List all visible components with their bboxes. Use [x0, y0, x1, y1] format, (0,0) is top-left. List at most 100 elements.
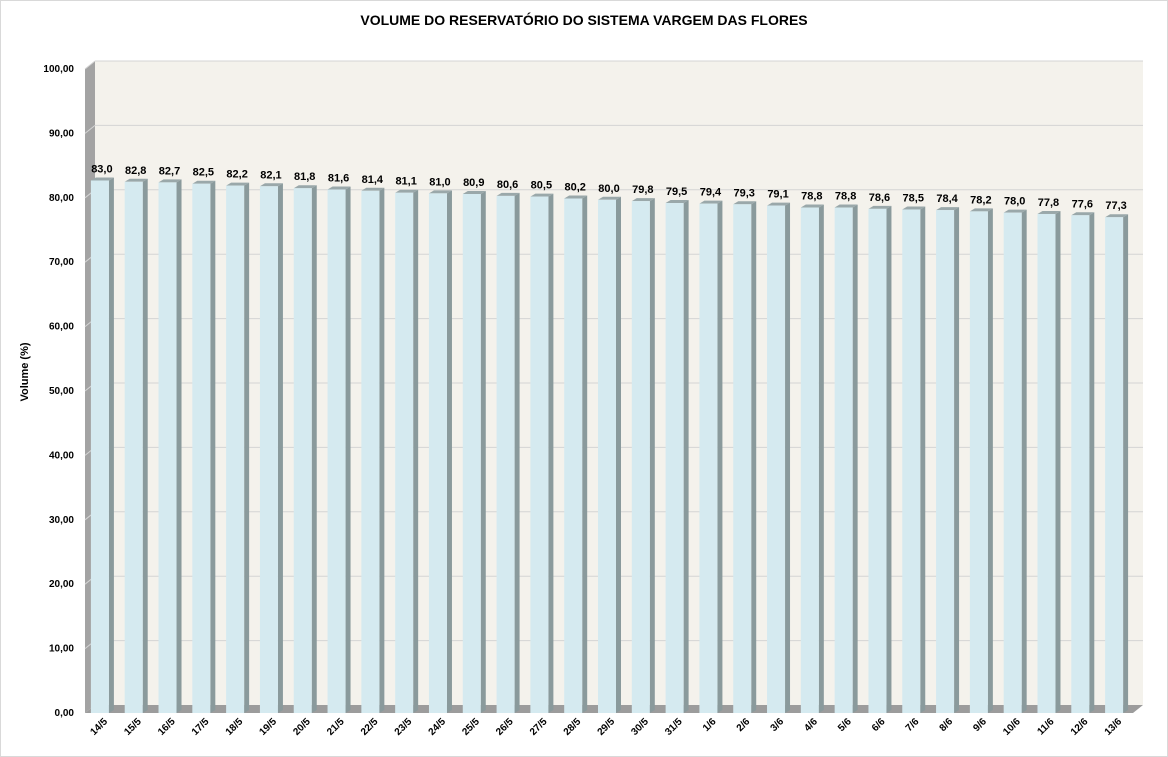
bar-top: [834, 204, 858, 208]
bar: [969, 208, 993, 713]
gridline-side: [84, 125, 96, 134]
bar-side: [886, 205, 892, 714]
bar-front: [1105, 217, 1124, 714]
x-tick-label: 13/6: [1103, 716, 1125, 738]
bar: [699, 200, 723, 713]
bar-side: [142, 178, 148, 713]
bar-top: [192, 180, 216, 184]
x-tick-label: 9/6: [971, 716, 989, 734]
data-label: 80,2: [564, 182, 585, 194]
bar: [293, 185, 317, 713]
bar-top: [395, 189, 419, 193]
data-label: 83,0: [91, 163, 112, 175]
y-axis-ticks: 0,00 10,00 20,00 30,00 40,00 50,00 60,00 70,00 8…: [43, 64, 74, 719]
x-tick-label: 15/5: [122, 716, 144, 738]
bar: [361, 187, 385, 713]
x-tick-label: 1/6: [701, 716, 719, 734]
bar: [767, 202, 791, 713]
bar-side: [852, 204, 858, 713]
bar: [259, 183, 283, 713]
y-tick-label: 0,00: [55, 708, 75, 719]
data-label: 78,8: [835, 191, 856, 203]
x-tick-label: 22/5: [359, 716, 381, 738]
bar-side: [210, 180, 216, 713]
bar-top: [936, 207, 960, 211]
x-tick-label: 24/5: [427, 716, 449, 738]
bar: [226, 182, 250, 713]
bar: [395, 189, 419, 713]
x-tick-label: 11/6: [1035, 716, 1056, 737]
data-label: 79,5: [666, 186, 687, 198]
y-tick-label: 30,00: [49, 515, 74, 526]
x-tick-label: 23/5: [393, 716, 415, 738]
bar-top: [969, 208, 993, 212]
bar-top: [1105, 214, 1129, 218]
data-label: 80,5: [531, 180, 552, 192]
bar: [1105, 214, 1129, 714]
bars: [90, 177, 1129, 714]
data-label: 78,0: [1004, 196, 1025, 208]
bar-front: [834, 207, 853, 713]
data-label: 81,0: [429, 176, 450, 188]
data-label: 82,1: [260, 169, 281, 181]
y-tick-label: 60,00: [49, 322, 74, 333]
data-label: 77,8: [1038, 197, 1059, 209]
gridline-side: [84, 60, 96, 70]
bar: [1003, 209, 1027, 713]
data-label: 80,9: [463, 177, 484, 189]
bar-side: [379, 187, 385, 713]
bar-side: [751, 201, 757, 714]
bar: [902, 206, 926, 713]
bar-side: [480, 191, 486, 713]
x-tick-label: 17/5: [190, 716, 212, 738]
x-tick-label: 16/5: [156, 716, 178, 738]
bar-side: [345, 186, 351, 714]
bar-front: [1003, 212, 1022, 713]
data-label: 82,8: [125, 165, 146, 177]
bar-side: [277, 183, 283, 713]
bar-front: [428, 193, 447, 714]
bar-top: [598, 196, 621, 200]
data-label: 81,6: [328, 172, 349, 184]
bar: [530, 193, 554, 713]
data-label: 80,6: [497, 179, 518, 191]
bar-front: [936, 210, 955, 713]
bar-side: [244, 182, 250, 713]
bar-side: [176, 179, 182, 714]
bar-front: [969, 211, 988, 713]
data-label: 80,0: [598, 183, 619, 195]
data-label: 79,8: [632, 184, 653, 196]
bar: [665, 200, 689, 713]
x-tick-label: 27/5: [528, 716, 550, 738]
bar: [564, 195, 588, 714]
x-tick-label: 8/6: [938, 716, 956, 734]
bar-side: [649, 198, 655, 713]
bar: [192, 180, 216, 713]
data-label: 81,4: [362, 174, 384, 186]
bar-front: [124, 181, 143, 713]
x-tick-label: 4/6: [802, 716, 820, 734]
bar-top: [293, 185, 317, 189]
bar-front: [733, 204, 752, 714]
bar-front: [293, 188, 312, 713]
x-tick-label: 18/5: [224, 716, 246, 738]
bar-front: [530, 196, 549, 713]
bar-side: [616, 196, 621, 714]
bar-top: [1037, 210, 1061, 214]
x-tick-label: 26/5: [494, 716, 516, 738]
bar: [496, 192, 520, 713]
bar: [598, 196, 621, 714]
x-tick-label: 20/5: [291, 716, 313, 738]
bar-front: [395, 192, 414, 713]
data-label: 78,4: [936, 193, 958, 205]
data-label: 81,8: [294, 171, 315, 183]
bar-top: [428, 190, 452, 194]
bar: [868, 205, 892, 714]
bar-top: [530, 193, 554, 197]
y-tick-label: 90,00: [49, 128, 74, 139]
bar-top: [665, 200, 689, 204]
bar-side: [785, 202, 791, 713]
data-label: 82,2: [226, 169, 247, 181]
bar: [1037, 210, 1061, 713]
y-tick-label: 70,00: [49, 257, 74, 268]
